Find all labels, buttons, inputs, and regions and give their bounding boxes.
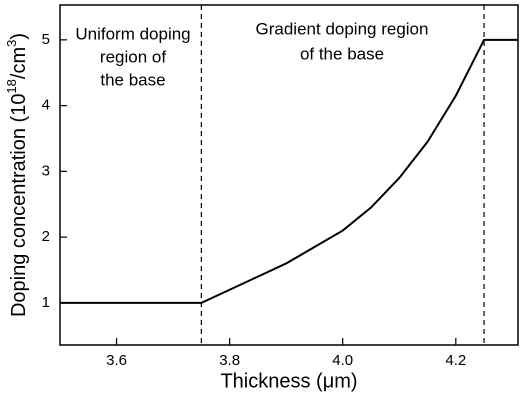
x-tick-label: 3.6 <box>106 352 127 369</box>
y-label-part: /cm <box>8 47 30 79</box>
y-tick-label: 2 <box>42 228 50 245</box>
annotation: the base <box>100 70 165 89</box>
annotation: region of <box>100 47 166 66</box>
annotation: Gradient doping region <box>256 19 429 38</box>
x-tick-label: 4.2 <box>445 352 466 369</box>
y-label-part: Doping concentration (10 <box>8 94 30 317</box>
y-label-part: 3 <box>4 40 19 47</box>
y-label-part: ) <box>8 33 30 40</box>
y-tick-label: 3 <box>42 162 50 179</box>
y-axis-label: Doping concentration (1018/cm3) <box>4 33 30 317</box>
plot-frame <box>59 4 519 346</box>
y-label-part: 18 <box>4 79 19 93</box>
y-tick-label: 4 <box>42 97 50 114</box>
x-tick-label: 4.0 <box>332 352 353 369</box>
data-line <box>60 38 518 304</box>
y-tick-label: 5 <box>42 31 50 48</box>
x-tick-label: 3.8 <box>219 352 240 369</box>
x-axis-label: Thickness (μm) <box>220 370 357 392</box>
annotation: Uniform doping <box>75 24 190 43</box>
annotation: of the base <box>300 44 384 63</box>
y-tick-label: 1 <box>42 294 50 311</box>
